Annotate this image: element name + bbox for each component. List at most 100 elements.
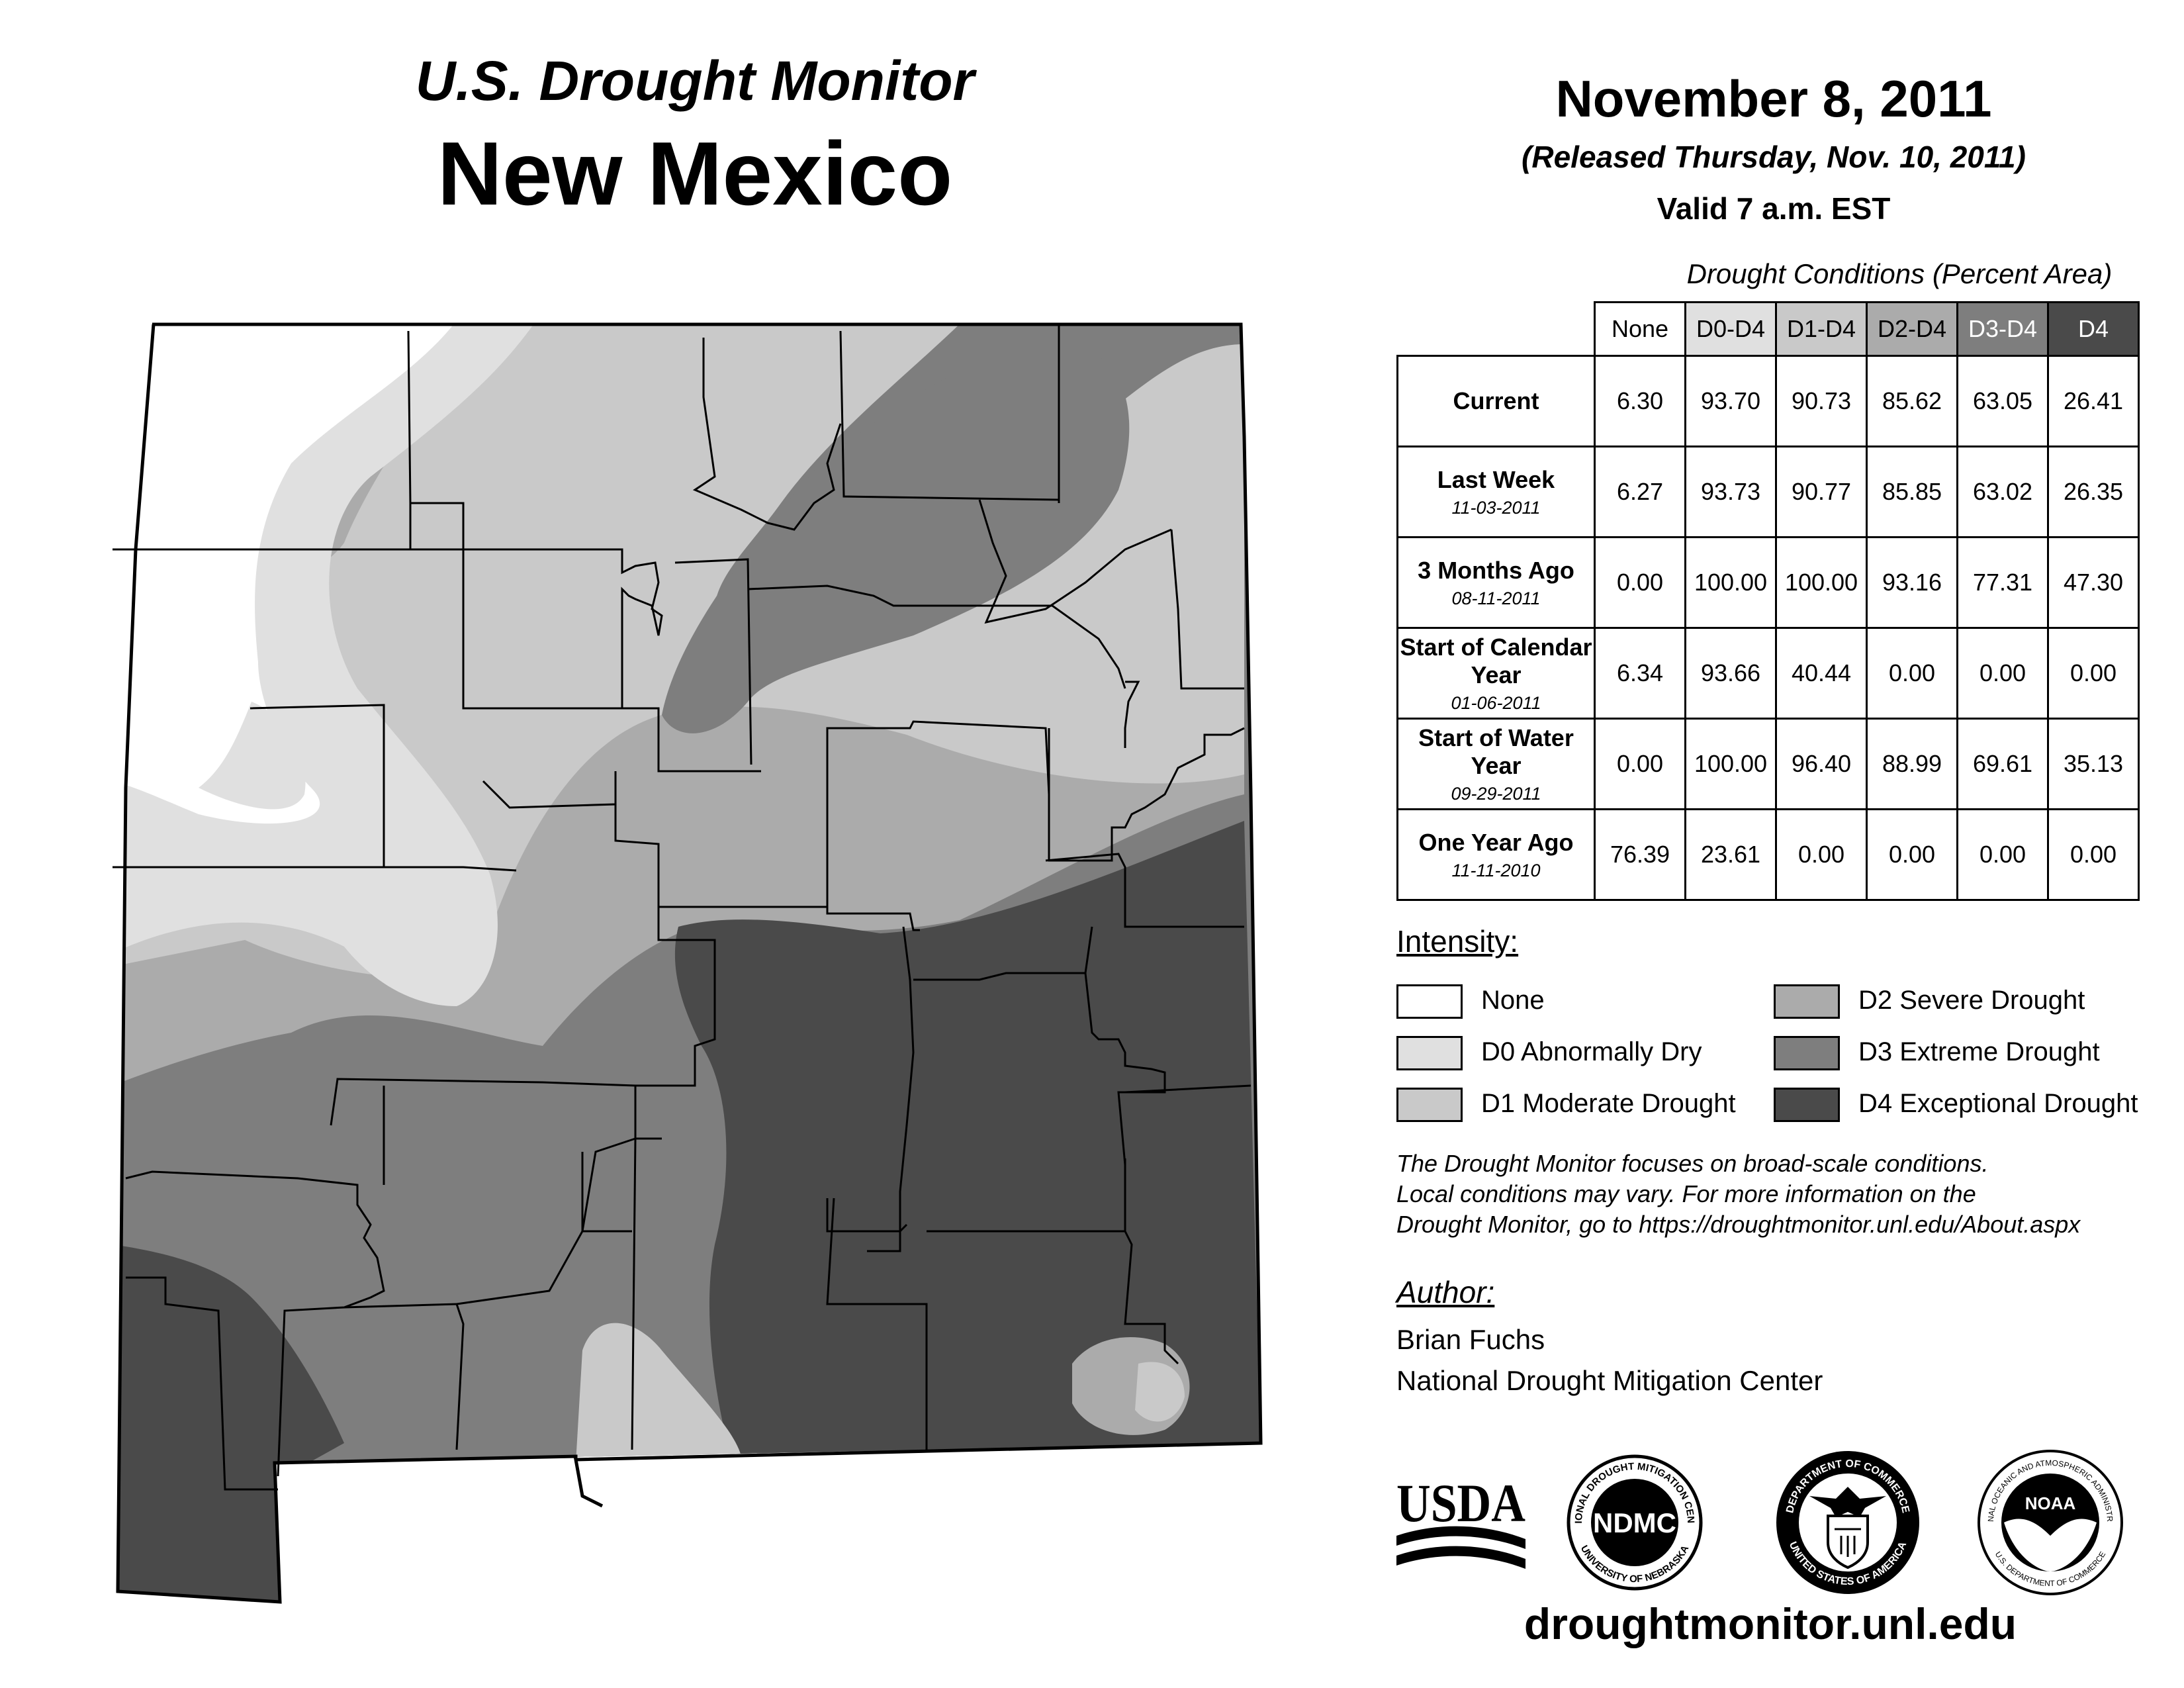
row-label: Last Week 11-03-2011 xyxy=(1396,445,1596,538)
table-cell: 85.85 xyxy=(1866,445,1958,538)
table-row: One Year Ago 11-11-2010 76.39 23.61 0.00 0.00… xyxy=(1396,808,2140,901)
d1-pocket-southeast xyxy=(1135,1362,1185,1422)
legend-label: None xyxy=(1481,986,1545,1015)
map-subtitle: U.S. Drought Monitor xyxy=(415,50,975,112)
table-cell: 90.73 xyxy=(1775,355,1868,447)
map-date: November 8, 2011 xyxy=(1555,70,1992,128)
row-date: 11-11-2010 xyxy=(1451,860,1541,880)
drought-table: None D0-D4 D1-D4 D2-D4 D3-D4 D4 Current 6… xyxy=(1396,301,2140,901)
table-cell: 23.61 xyxy=(1684,808,1777,901)
table-cell: 0.00 xyxy=(1775,808,1868,901)
title-block: U.S. Drought Monitor New Mexico xyxy=(165,53,1224,218)
table-cell: 63.02 xyxy=(1956,445,2049,538)
disclaimer-note: The Drought Monitor focuses on broad-sca… xyxy=(1396,1149,2177,1240)
table-cell: 6.30 xyxy=(1594,355,1686,447)
ndmc-logo-text: NDMC xyxy=(1593,1507,1676,1538)
author-name: Brian Fuchs xyxy=(1396,1324,1545,1355)
note-line-2: Local conditions may vary. For more info… xyxy=(1396,1180,1976,1207)
table-cell: 47.30 xyxy=(2047,536,2140,629)
eagle-icon xyxy=(1809,1487,1886,1517)
table-cell: 96.40 xyxy=(1775,718,1868,810)
table-cell: 26.35 xyxy=(2047,445,2140,538)
row-label: Current xyxy=(1396,355,1596,447)
drought-map xyxy=(113,322,1263,1604)
table-cell: 6.27 xyxy=(1594,445,1686,538)
county-boundaries xyxy=(113,324,1251,1491)
col-d1-d4: D1-D4 xyxy=(1775,301,1868,357)
table-cell: 0.00 xyxy=(1956,627,2049,720)
table-cell: 77.31 xyxy=(1956,536,2049,629)
date-block: November 8, 2011 (Released Thursday, Nov… xyxy=(1410,73,2138,226)
noaa-logo-text: NOAA xyxy=(2025,1493,2076,1513)
legend-label: D0 Abnormally Dry xyxy=(1481,1037,1702,1066)
table-cell: 0.00 xyxy=(1956,808,2049,901)
row-date: 09-29-2011 xyxy=(1451,783,1541,804)
note-line-3: Drought Monitor, go to https://droughtmo… xyxy=(1396,1211,2081,1238)
d4-southeast xyxy=(674,821,1261,1470)
table-cell: 76.39 xyxy=(1594,808,1686,901)
table-cell: 93.16 xyxy=(1866,536,1958,629)
table-cell: 63.05 xyxy=(1956,355,2049,447)
col-d3-d4: D3-D4 xyxy=(1956,301,2049,357)
legend-swatch xyxy=(1396,984,1463,1019)
table-cell: 0.00 xyxy=(1594,536,1686,629)
legend-label: D2 Severe Drought xyxy=(1858,986,2085,1015)
table-row: Start of Calendar Year 01-06-2011 6.34 93.6… xyxy=(1396,627,2140,720)
d3-northeast xyxy=(662,342,1130,733)
table-cell: 40.44 xyxy=(1775,627,1868,720)
table-header-row: None D0-D4 D1-D4 D2-D4 D3-D4 D4 xyxy=(1398,301,2140,357)
agency-logos: USDA NATIONAL DROUGHT MITIGATION CENTER … xyxy=(1396,1443,2123,1595)
table-cell: 35.13 xyxy=(2047,718,2140,810)
map-title: New Mexico xyxy=(437,123,953,224)
row-label: Start of Calendar Year 01-06-2011 xyxy=(1396,627,1596,720)
legend-title: Intensity: xyxy=(1396,924,1519,959)
usda-logo: USDA xyxy=(1396,1473,1525,1569)
table-cell: 69.61 xyxy=(1956,718,2049,810)
legend-swatch xyxy=(1396,1036,1463,1070)
noaa-bird-icon xyxy=(2004,1519,2097,1571)
col-d2-d4: D2-D4 xyxy=(1866,301,1958,357)
table-cell: 88.99 xyxy=(1866,718,1958,810)
legend-swatch xyxy=(1396,1088,1463,1122)
table-row: Last Week 11-03-2011 6.27 93.73 90.77 85.85 63… xyxy=(1396,445,2140,538)
table-cell: 0.00 xyxy=(1866,627,1958,720)
table-cell: 0.00 xyxy=(2047,627,2140,720)
table-cell: 100.00 xyxy=(1775,536,1868,629)
row-label-text: Current xyxy=(1453,387,1539,414)
author-org: National Drought Mitigation Center xyxy=(1396,1365,1823,1396)
table-cell: 0.00 xyxy=(1866,808,1958,901)
table-corner xyxy=(1398,303,1595,356)
note-line-1: The Drought Monitor focuses on broad-sca… xyxy=(1396,1150,1989,1177)
none-region xyxy=(118,324,463,824)
table-cell: 6.34 xyxy=(1594,627,1686,720)
table-cell: 90.77 xyxy=(1775,445,1868,538)
table-caption: Drought Conditions (Percent Area) xyxy=(1686,258,2113,289)
legend-label: D4 Exceptional Drought xyxy=(1858,1089,2138,1118)
row-label-text: Start of Water Year xyxy=(1418,724,1574,779)
release-date: (Released Thursday, Nov. 10, 2011) xyxy=(1522,140,2026,174)
legend-swatch xyxy=(1774,1088,1840,1122)
none-inset-d0 xyxy=(199,702,306,810)
d1-pocket-south xyxy=(576,1323,741,1463)
legend-label: D3 Extreme Drought xyxy=(1858,1037,2100,1066)
table-row: Current 6.30 93.70 90.73 85.62 63.05 26.41 xyxy=(1396,355,2140,447)
shield-icon xyxy=(1827,1515,1869,1570)
usda-logo-text: USDA xyxy=(1396,1473,1525,1533)
drought-areas xyxy=(118,324,1261,1602)
state-outline xyxy=(116,322,1263,1604)
table-cell: 93.73 xyxy=(1684,445,1777,538)
row-label: 3 Months Ago 08-11-2011 xyxy=(1396,536,1596,629)
table-cell: 85.62 xyxy=(1866,355,1958,447)
table-cell: 100.00 xyxy=(1684,718,1777,810)
table-cell: 26.41 xyxy=(2047,355,2140,447)
row-label: Start of Water Year 09-29-2011 xyxy=(1396,718,1596,810)
table-cell: 100.00 xyxy=(1684,536,1777,629)
table-cell: 0.00 xyxy=(1594,718,1686,810)
doc-seal-logo: DEPARTMENT OF COMMERCE UNITED STATES OF … xyxy=(1776,1451,1919,1594)
col-none: None xyxy=(1594,301,1686,357)
row-label-text: Start of Calendar Year xyxy=(1400,633,1592,688)
row-label-text: Last Week xyxy=(1437,465,1555,493)
table-row: Start of Water Year 09-29-2011 0.00 100.00 9… xyxy=(1396,718,2140,810)
legend-label: D1 Moderate Drought xyxy=(1481,1089,1736,1118)
valid-time: Valid 7 a.m. EST xyxy=(1657,191,1891,226)
